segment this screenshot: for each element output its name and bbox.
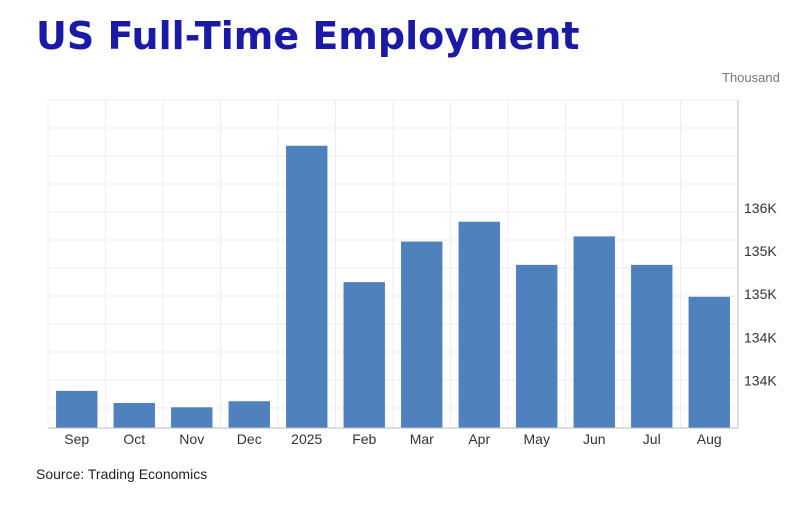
x-tick-label: Jun bbox=[583, 431, 606, 447]
unit-label: Thousand bbox=[722, 70, 780, 85]
x-tick-label: Feb bbox=[352, 431, 376, 447]
y-tick-label: 134K bbox=[744, 329, 777, 345]
x-tick-label: Jul bbox=[643, 431, 661, 447]
bar-sep bbox=[56, 390, 98, 428]
grid-lines bbox=[47, 99, 739, 428]
bar-dec bbox=[228, 401, 270, 428]
x-tick-label: Dec bbox=[237, 431, 262, 447]
bar-2025 bbox=[286, 145, 328, 428]
y-tick-label: 136K bbox=[744, 200, 777, 216]
source-note: Source: Trading Economics bbox=[36, 466, 208, 482]
bar-may bbox=[516, 264, 558, 428]
x-tick-label: Oct bbox=[123, 431, 145, 447]
bar-apr bbox=[458, 221, 500, 428]
x-tick-label: Apr bbox=[468, 431, 490, 447]
bar-mar bbox=[401, 241, 443, 428]
bar-aug bbox=[688, 296, 730, 428]
bar-jun bbox=[573, 236, 615, 428]
x-tick-label: Mar bbox=[410, 431, 434, 447]
x-tick-label: Aug bbox=[697, 431, 722, 447]
x-tick-label: Sep bbox=[64, 431, 89, 447]
bar-jul bbox=[631, 264, 673, 428]
y-tick-label: 135K bbox=[744, 286, 777, 302]
chart-title: US Full-Time Employment bbox=[36, 14, 580, 58]
bar-feb bbox=[343, 282, 385, 428]
bar-oct bbox=[113, 402, 155, 428]
bars bbox=[56, 145, 730, 428]
bar-nov bbox=[171, 407, 213, 428]
y-tick-labels: 134K 134K 135K 135K 136K bbox=[744, 200, 777, 389]
x-tick-label: May bbox=[524, 431, 550, 447]
y-tick-label: 135K bbox=[744, 243, 777, 259]
axes bbox=[48, 100, 739, 429]
x-tick-label: 2025 bbox=[291, 431, 322, 447]
y-tick-label: 134K bbox=[744, 373, 777, 389]
x-tick-labels: Sep Oct Nov Dec 2025 Feb Mar Apr May Jun Jul Aug bbox=[64, 431, 721, 447]
x-tick-label: Nov bbox=[179, 431, 204, 447]
